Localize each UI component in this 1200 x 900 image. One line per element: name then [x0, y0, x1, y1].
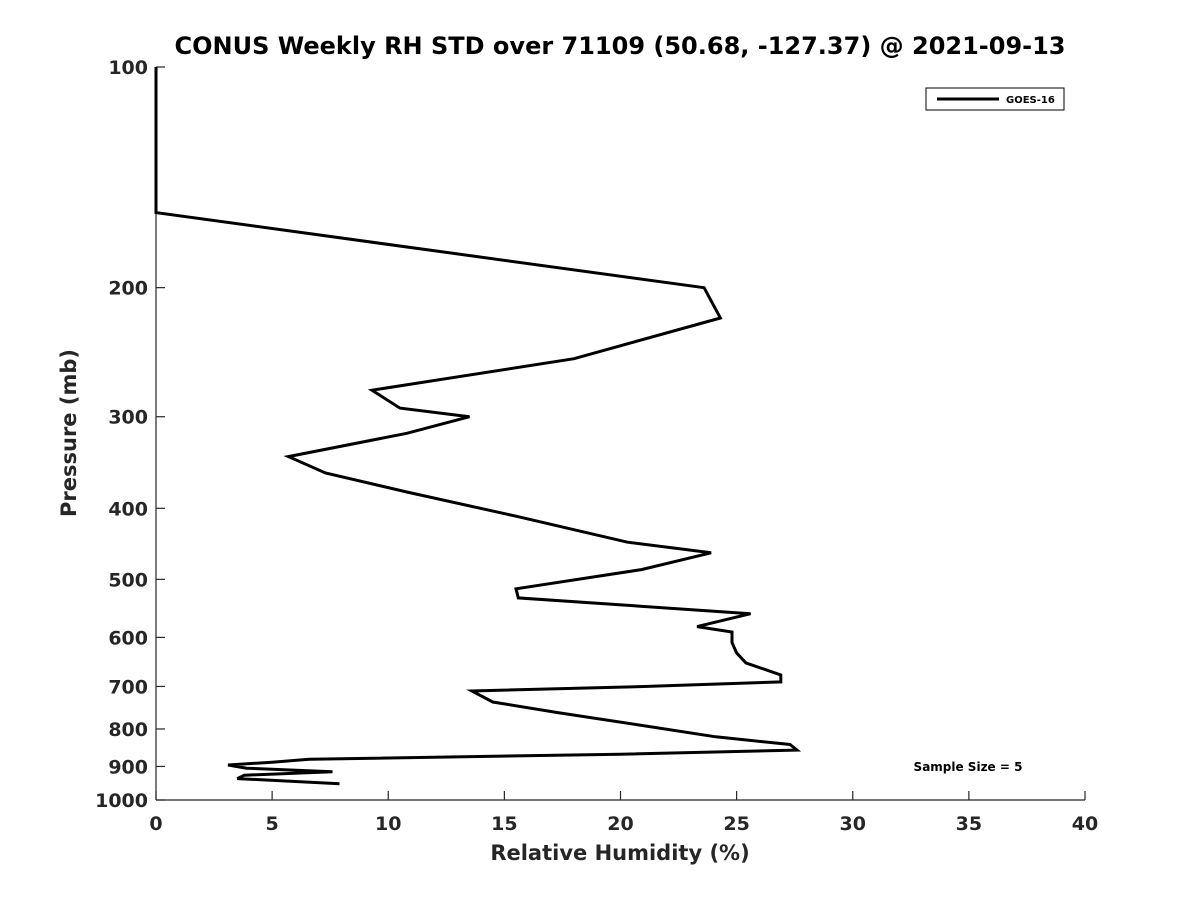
x-axis-label: Relative Humidity (%): [490, 841, 749, 865]
chart-title: CONUS Weekly RH STD over 71109 (50.68, -…: [174, 32, 1065, 60]
y-tick-label-300: 300: [108, 407, 148, 429]
series-line-goes-16: [154, 67, 802, 786]
y-tick-label-400: 400: [108, 498, 148, 520]
legend-label-goes-16: GOES-16: [1006, 95, 1055, 106]
y-tick-label-500: 500: [108, 569, 148, 591]
y-tick-label-700: 700: [108, 676, 148, 698]
y-tick-label-600: 600: [108, 627, 148, 649]
y-tick-label-900: 900: [108, 756, 148, 778]
series-group: [154, 67, 802, 786]
x-ticks: 0 5 10 15 20 25 30 35 40: [149, 791, 1098, 835]
x-tick-label-15: 15: [491, 813, 517, 835]
x-tick-label-40: 40: [1072, 813, 1098, 835]
y-tick-label-1000: 1000: [95, 790, 148, 812]
y-tick-label-200: 200: [108, 278, 148, 300]
y-tick-label-100: 100: [108, 57, 148, 79]
sample-size-annotation: Sample Size = 5: [914, 760, 1023, 774]
x-tick-label-10: 10: [375, 813, 401, 835]
legend: GOES-16: [925, 87, 1065, 111]
x-tick-label-25: 25: [723, 813, 749, 835]
x-tick-label-20: 20: [607, 813, 633, 835]
x-tick-label-35: 35: [956, 813, 982, 835]
y-axis-label: Pressure (mb): [57, 349, 81, 517]
x-tick-label-30: 30: [840, 813, 866, 835]
x-tick-label-5: 5: [266, 813, 279, 835]
y-tick-label-800: 800: [108, 719, 148, 741]
x-tick-label-0: 0: [149, 813, 162, 835]
y-ticks: 100 200 300 400 500 600 700 800 900 1000: [95, 57, 165, 812]
